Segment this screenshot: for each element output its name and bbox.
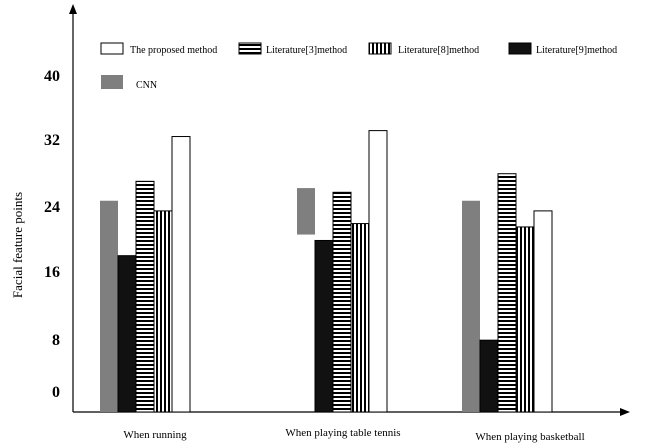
- y-tick-labels: 0 8 16 24 32 40: [44, 68, 60, 401]
- bar-literature-9-method-table-tennis: [314, 239, 334, 413]
- bar-literature-3-method-basketball: [497, 173, 517, 413]
- y-tick-24: 24: [44, 199, 60, 216]
- bar-cnn-table-tennis: [297, 188, 315, 235]
- category-label-running: When running: [123, 429, 187, 441]
- legend-label-lit8: Literature[8]method: [398, 45, 479, 56]
- x-axis-arrow: [620, 408, 630, 416]
- y-tick-40: 40: [44, 68, 60, 85]
- bar-literature-3-method-table-tennis: [332, 191, 352, 413]
- category-labels: When running When playing table tennis W…: [123, 427, 584, 443]
- bar-literature-3-method-running: [135, 180, 155, 413]
- bar-literature-9-method-running: [117, 255, 137, 413]
- bar-literature-8-method-running: [153, 210, 173, 413]
- category-label-table-tennis: When playing table tennis: [285, 427, 400, 439]
- legend-swatch-cnn: [101, 75, 123, 89]
- bar-the-proposed-method-running: [171, 136, 191, 413]
- legend-swatch-lit8: [368, 42, 392, 55]
- legend-label-lit3: Literature[3]method: [266, 45, 347, 56]
- bar-literature-9-method-basketball: [479, 339, 499, 413]
- bars: [100, 130, 553, 413]
- bar-the-proposed-method-basketball: [533, 210, 553, 413]
- category-label-basketball: When playing basketball: [475, 431, 584, 443]
- legend-swatch-lit9: [508, 42, 532, 55]
- bar-cnn-basketball: [462, 200, 480, 412]
- y-tick-0: 0: [52, 384, 60, 401]
- y-axis-label: Facial feature points: [10, 192, 25, 298]
- legend-label-proposed: The proposed method: [130, 45, 217, 56]
- legend-swatch-proposed: [100, 42, 124, 55]
- y-tick-8: 8: [52, 332, 60, 349]
- y-tick-32: 32: [44, 132, 60, 149]
- bar-the-proposed-method-table-tennis: [368, 130, 388, 413]
- legend: The proposed method Literature[3]method …: [100, 42, 617, 91]
- bar-cnn-running: [100, 200, 118, 412]
- legend-label-cnn: CNN: [136, 80, 157, 91]
- bar-literature-8-method-table-tennis: [350, 223, 370, 413]
- bar-literature-8-method-basketball: [515, 226, 535, 413]
- y-axis-arrow: [69, 4, 77, 14]
- y-tick-16: 16: [44, 264, 60, 281]
- legend-swatch-lit3: [238, 42, 262, 55]
- legend-label-lit9: Literature[9]method: [536, 45, 617, 56]
